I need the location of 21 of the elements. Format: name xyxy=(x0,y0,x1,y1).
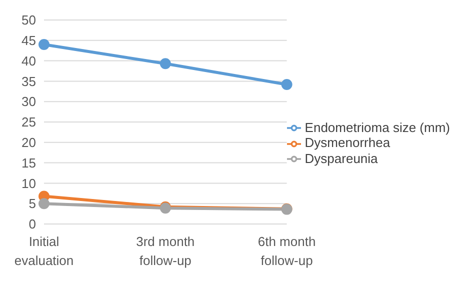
y-tick-label: 0 xyxy=(28,216,36,232)
point xyxy=(281,78,292,90)
y-tick-label: 35 xyxy=(22,74,36,89)
point xyxy=(160,58,171,70)
x-tick-label: Initial evaluation xyxy=(14,234,74,268)
legend-label: Dyspareunia xyxy=(304,150,378,166)
y-tick-label: 15 xyxy=(22,155,36,170)
point xyxy=(38,38,50,50)
y-tick-label: 5 xyxy=(28,196,36,212)
point xyxy=(38,198,50,210)
y-tick-label: 40 xyxy=(22,53,36,68)
x-tick-label: 3rd month follow-up xyxy=(136,234,195,268)
legend-label: Endometrioma size (mm) xyxy=(304,120,450,135)
y-tick-label: 10 xyxy=(22,176,36,191)
y-tick-label: 25 xyxy=(22,114,36,130)
legend-label: Dysmenorrhea xyxy=(304,135,390,150)
y-tick-label: 45 xyxy=(22,33,36,48)
x-tick-label: 6th month follow-up xyxy=(258,234,316,268)
y-tick-label: 50 xyxy=(22,12,36,28)
y-tick-label: 30 xyxy=(22,94,36,110)
y-tick-label: 20 xyxy=(22,135,36,150)
